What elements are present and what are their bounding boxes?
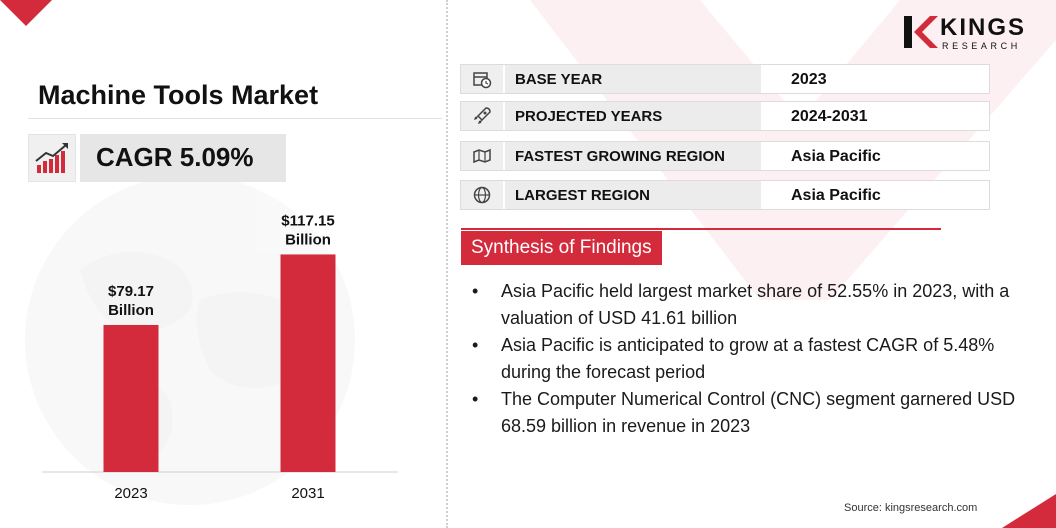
corner-triangle-bottom-right bbox=[1002, 494, 1056, 528]
x-tick-label: 2023 bbox=[114, 485, 147, 502]
list-item: Asia Pacific held largest market share o… bbox=[472, 278, 1042, 332]
info-value: 2023 bbox=[791, 71, 827, 88]
corner-triangle-top-left bbox=[0, 0, 52, 26]
globe-icon bbox=[473, 186, 491, 204]
cagr-box: CAGR 5.09% bbox=[80, 134, 286, 182]
kings-k-logo-icon bbox=[904, 16, 938, 48]
info-row-projected-years: PROJECTED YEARS 2024-2031 bbox=[460, 101, 990, 131]
list-item: Asia Pacific is anticipated to grow at a… bbox=[472, 332, 1042, 386]
logo-name: KINGS bbox=[940, 14, 1027, 41]
title-underline bbox=[28, 118, 442, 119]
info-label: FASTEST GROWING REGION bbox=[515, 148, 726, 165]
synthesis-rule bbox=[461, 228, 941, 230]
info-value: Asia Pacific bbox=[791, 187, 881, 204]
info-label: PROJECTED YEARS bbox=[515, 108, 663, 125]
info-label: BASE YEAR bbox=[515, 71, 603, 88]
list-item: The Computer Numerical Control (CNC) seg… bbox=[472, 386, 1042, 440]
data-label-unit: Billion bbox=[108, 302, 154, 319]
market-size-bar-chart: $79.17 Billion 2023 $117.15 Billion 2031 bbox=[42, 212, 398, 502]
x-tick-label: 2031 bbox=[291, 485, 324, 502]
bar-2023 bbox=[103, 324, 159, 472]
region-map-icon bbox=[473, 148, 491, 164]
info-row-base-year: BASE YEAR 2023 bbox=[460, 64, 990, 94]
info-value: Asia Pacific bbox=[791, 148, 881, 165]
bar-2031 bbox=[280, 254, 336, 472]
findings-list: Asia Pacific held largest market share o… bbox=[472, 278, 1042, 440]
synthesis-title: Synthesis of Findings bbox=[461, 231, 662, 265]
vertical-divider bbox=[446, 0, 448, 528]
data-label-value: $79.17 bbox=[108, 283, 154, 300]
source-note: Source: kingsresearch.com bbox=[844, 502, 978, 514]
info-row-largest-region: LARGEST REGION Asia Pacific bbox=[460, 180, 990, 210]
info-label: LARGEST REGION bbox=[515, 187, 651, 204]
cagr-value: CAGR 5.09% bbox=[96, 142, 254, 172]
calendar-clock-icon bbox=[473, 72, 492, 89]
info-row-fastest-growing-region: FASTEST GROWING REGION Asia Pacific bbox=[460, 141, 990, 171]
kings-research-logo: KINGS RESEARCH bbox=[902, 14, 1042, 54]
info-value: 2024-2031 bbox=[791, 108, 868, 125]
cagr-icon-box bbox=[28, 134, 76, 182]
rocket-icon bbox=[474, 107, 491, 124]
data-label-unit: Billion bbox=[285, 231, 331, 248]
data-label-value: $117.15 bbox=[281, 212, 334, 229]
logo-subtitle: RESEARCH bbox=[942, 41, 1021, 51]
trend-up-chart-icon bbox=[35, 143, 68, 173]
page-title: Machine Tools Market bbox=[38, 80, 319, 110]
